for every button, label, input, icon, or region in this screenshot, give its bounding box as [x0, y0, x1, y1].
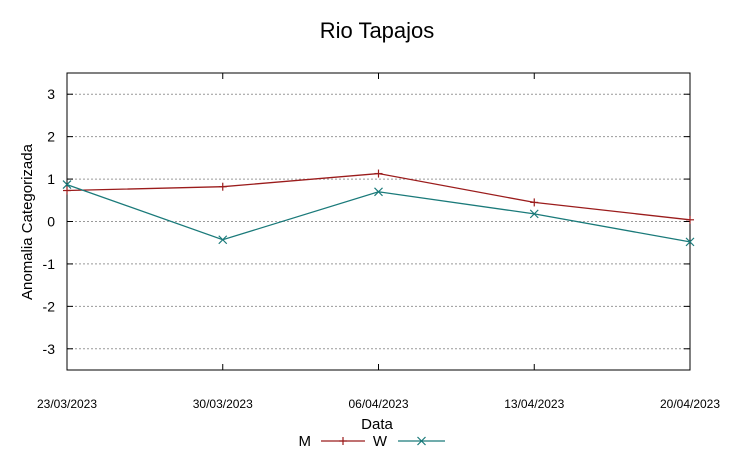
legend-item-W: W — [373, 433, 445, 450]
y-axis-label: Anomalia Categorizada — [19, 143, 36, 300]
legend-label: W — [373, 433, 388, 450]
data-point — [530, 198, 539, 207]
grid-lines — [67, 93, 690, 350]
series-M — [63, 169, 694, 224]
series-line — [66, 172, 691, 221]
data-point — [218, 182, 227, 191]
data-point — [63, 186, 71, 195]
x-tick-label: 23/03/2023 — [37, 397, 97, 411]
y-tick-label: 0 — [47, 214, 55, 230]
chart-title: Rio Tapajos — [320, 18, 435, 43]
legend-marker — [339, 437, 347, 445]
data-point — [218, 235, 228, 245]
data-point — [374, 187, 383, 197]
x-tick-label: 13/04/2023 — [504, 397, 564, 411]
x-axis-ticks: 23/03/2023 30/03/2023 06/04/2023 13/04/2023… — [37, 73, 720, 411]
data-point — [62, 180, 72, 190]
y-tick-label: -3 — [43, 341, 56, 357]
y-tick-label: -2 — [43, 298, 56, 314]
y-tick-label: 2 — [47, 129, 55, 145]
x-tick-label: 30/03/2023 — [193, 397, 253, 411]
y-tick-label: 3 — [47, 86, 55, 102]
y-tick-label: 1 — [47, 171, 55, 187]
legend-item-M: M — [299, 433, 365, 450]
y-axis-ticks: 3 2 1 0 -1 -2 -3 — [43, 86, 690, 357]
series-line — [66, 183, 691, 243]
data-point — [686, 215, 694, 224]
data-point — [374, 169, 383, 178]
x-axis-label: Data — [361, 416, 393, 433]
y-tick-label: -1 — [43, 256, 56, 272]
legend-marker — [417, 436, 426, 446]
x-tick-label: 06/04/2023 — [348, 397, 408, 411]
x-tick-label: 20/04/2023 — [660, 397, 720, 411]
legend-label: M — [299, 433, 312, 450]
data-point — [529, 209, 539, 219]
series-layer — [62, 169, 695, 247]
data-point — [685, 237, 695, 247]
series-W — [62, 180, 695, 247]
